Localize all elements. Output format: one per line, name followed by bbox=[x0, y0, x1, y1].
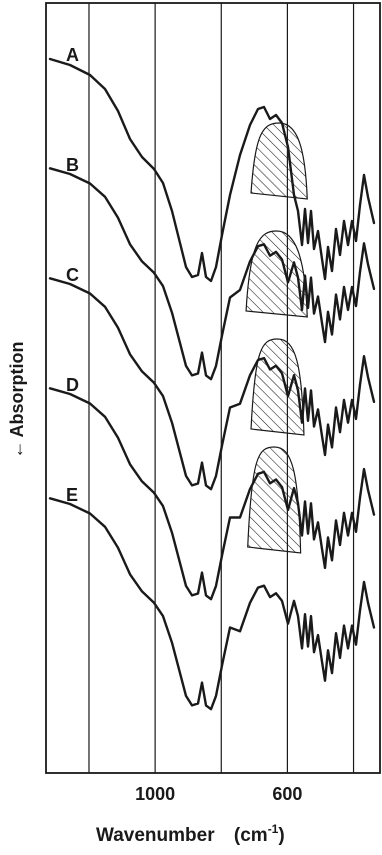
x-axis-unit-close: ) bbox=[278, 825, 284, 846]
y-axis-arrow: ← bbox=[7, 441, 27, 459]
trace-A bbox=[48, 57, 376, 283]
hatched-band-E bbox=[247, 446, 302, 554]
trace-label-E: E bbox=[66, 485, 78, 505]
plot-frame bbox=[45, 2, 381, 774]
spectrum-traces bbox=[48, 57, 376, 711]
x-axis-title: Wavenumber bbox=[96, 825, 215, 846]
trace-label-B: B bbox=[66, 155, 79, 175]
trace-label-D: D bbox=[66, 375, 79, 395]
y-axis-title: Absorption bbox=[7, 342, 27, 438]
gridlines bbox=[88, 3, 355, 773]
x-axis-unit-exponent: -1 bbox=[268, 822, 279, 836]
trace-B bbox=[48, 167, 376, 381]
hatched-regions bbox=[245, 122, 308, 554]
trace-labels: A B C D E bbox=[66, 45, 79, 505]
trace-C bbox=[48, 277, 376, 491]
trace-label-A: A bbox=[66, 45, 79, 65]
x-tick-1000: 1000 bbox=[135, 784, 175, 804]
trace-label-C: C bbox=[66, 265, 79, 285]
x-tick-labels: 1000 600 bbox=[135, 784, 302, 804]
hatched-band-D bbox=[250, 338, 305, 436]
trace-E bbox=[48, 497, 376, 711]
y-axis-label: ← Absorption bbox=[7, 342, 27, 459]
hatched-band-B bbox=[250, 122, 308, 200]
x-axis-unit: (cm bbox=[234, 825, 268, 846]
trace-D bbox=[48, 387, 376, 601]
x-axis-label: Wavenumber (cm-1) bbox=[96, 822, 285, 846]
x-tick-600: 600 bbox=[272, 784, 302, 804]
